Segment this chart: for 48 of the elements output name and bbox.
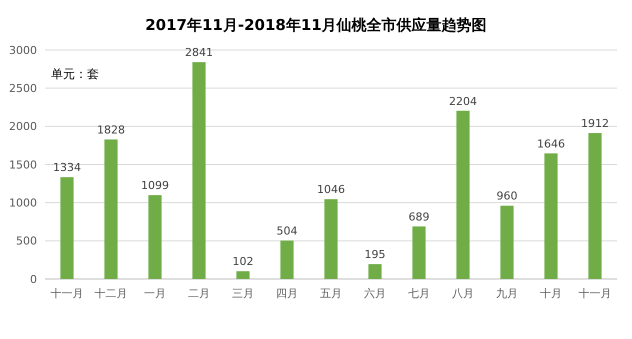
x-tick-label: 十二月 bbox=[94, 287, 128, 300]
x-tick-label: 十一月 bbox=[50, 287, 84, 300]
bar bbox=[500, 206, 514, 279]
data-label: 195 bbox=[364, 248, 386, 262]
data-label: 1912 bbox=[581, 117, 609, 130]
data-label: 1046 bbox=[317, 183, 345, 196]
x-tick-label: 八月 bbox=[452, 287, 474, 300]
data-label: 689 bbox=[408, 210, 430, 224]
data-label: 1646 bbox=[537, 137, 565, 150]
x-tick-label: 一月 bbox=[144, 287, 166, 300]
data-label: 2841 bbox=[185, 46, 213, 60]
bar bbox=[192, 62, 206, 279]
annotation: 单元：套 bbox=[51, 67, 99, 81]
y-tick-label: 2000 bbox=[9, 120, 37, 134]
bar bbox=[236, 271, 250, 279]
x-tick-label: 四月 bbox=[276, 287, 298, 300]
x-tick-label: 七月 bbox=[408, 287, 430, 300]
data-label: 504 bbox=[276, 224, 298, 238]
y-tick-label: 500 bbox=[16, 234, 37, 248]
data-label: 2204 bbox=[449, 94, 477, 108]
x-tick-label: 二月 bbox=[188, 287, 210, 300]
y-tick-label: 1000 bbox=[9, 196, 37, 210]
bar bbox=[324, 199, 338, 279]
x-tick-label: 九月 bbox=[496, 287, 518, 300]
chart-title: 2017年11月-2018年11月仙桃全市供应量趋势图 bbox=[145, 16, 487, 34]
data-label: 1099 bbox=[141, 179, 169, 192]
bar bbox=[412, 226, 426, 279]
bar bbox=[368, 264, 382, 279]
x-tick-label: 三月 bbox=[232, 287, 254, 300]
x-tick-label: 十一月 bbox=[578, 287, 612, 300]
data-label: 960 bbox=[496, 190, 518, 203]
bar bbox=[280, 240, 294, 279]
y-tick-label: 0 bbox=[30, 272, 37, 286]
y-tick-label: 1500 bbox=[9, 158, 37, 172]
y-tick-label: 3000 bbox=[9, 44, 37, 57]
x-tick-label: 六月 bbox=[364, 287, 386, 300]
x-tick-label: 五月 bbox=[320, 287, 342, 300]
bar bbox=[456, 110, 470, 279]
bar bbox=[544, 153, 558, 279]
bar bbox=[104, 139, 118, 279]
data-label: 102 bbox=[232, 255, 254, 268]
bar bbox=[148, 195, 162, 279]
y-tick-label: 2500 bbox=[9, 82, 37, 96]
data-label: 1828 bbox=[97, 123, 125, 136]
x-tick-label: 十月 bbox=[540, 287, 562, 300]
bar bbox=[60, 177, 74, 279]
bar bbox=[588, 133, 602, 279]
data-label: 1334 bbox=[53, 161, 81, 174]
